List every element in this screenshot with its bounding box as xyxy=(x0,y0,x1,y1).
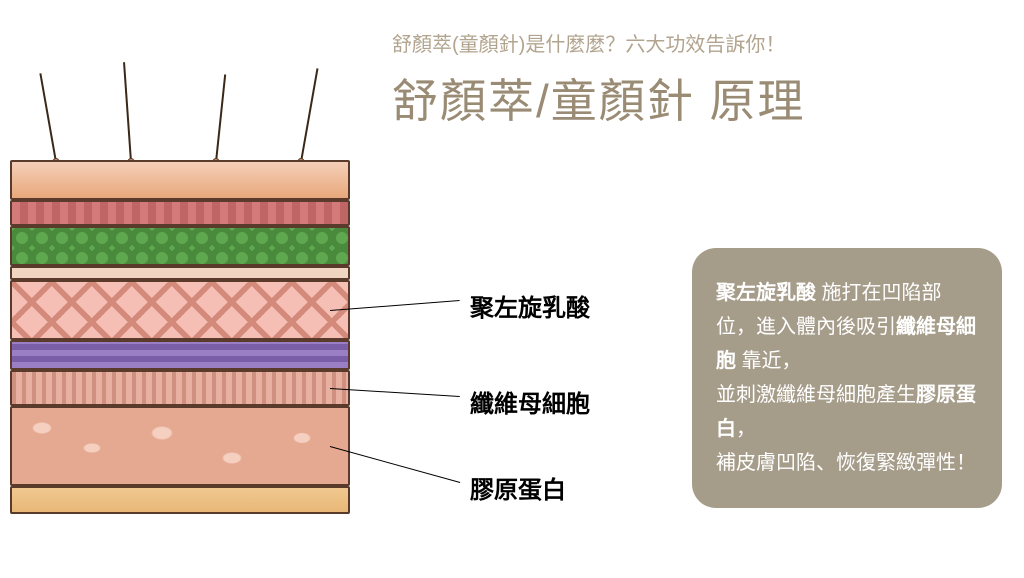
layer-plla xyxy=(10,280,350,340)
label-collagen: 膠原蛋白 xyxy=(470,470,566,505)
layer-purple xyxy=(10,340,350,370)
hair-icon xyxy=(215,74,226,162)
header: 舒顏萃(童顏針)是什麼麼？六大功效告訴你！ 舒顏萃/童顏針 原理 xyxy=(392,28,1004,131)
layer-cream xyxy=(10,266,350,280)
info-text: 補皮膚凹陷、恢復緊緻彈性！ xyxy=(716,452,976,474)
info-card: 聚左旋乳酸 施打在凹陷部位，進入體內後吸引纖維母細胞 靠近，並刺激纖維母細胞產生… xyxy=(692,248,1002,508)
label-plla: 聚左旋乳酸 xyxy=(470,288,590,323)
layer-epidermis xyxy=(10,160,350,200)
hair-icon xyxy=(39,73,57,162)
hair-icon xyxy=(123,62,132,162)
hair-icon xyxy=(300,68,318,162)
layer-bottom xyxy=(10,486,350,514)
page-title: 舒顏萃/童顏針 原理 xyxy=(392,65,1004,131)
label-fibroblast: 纖維母細胞 xyxy=(470,384,590,419)
skin-diagram xyxy=(0,70,360,550)
layer-green xyxy=(10,226,350,266)
layer-fibroblast xyxy=(10,370,350,406)
info-text: 並刺激纖維母細胞產生 xyxy=(716,384,916,406)
info-text: ， xyxy=(736,418,756,440)
layer-texture1 xyxy=(10,200,350,226)
info-text: 靠近， xyxy=(736,350,802,372)
info-term-plla: 聚左旋乳酸 xyxy=(716,282,816,304)
layer-collagen xyxy=(10,406,350,486)
subtitle: 舒顏萃(童顏針)是什麼麼？六大功效告訴你！ xyxy=(392,28,1004,57)
